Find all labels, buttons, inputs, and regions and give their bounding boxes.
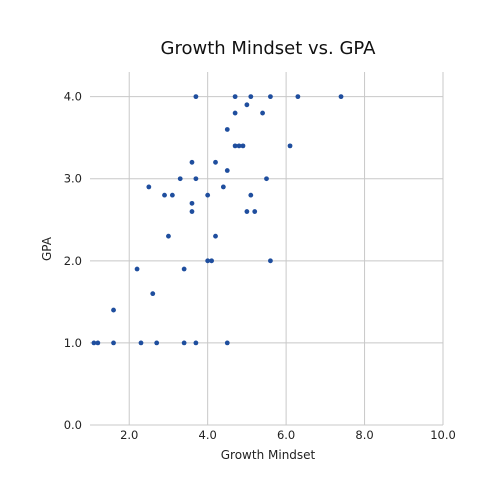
scatter-point bbox=[150, 291, 156, 297]
x-tick-label: 2.0 bbox=[120, 428, 138, 442]
scatter-point bbox=[111, 340, 116, 346]
scatter-point bbox=[232, 94, 238, 100]
scatter-point bbox=[166, 233, 171, 239]
scatter-point bbox=[209, 258, 214, 264]
scatter-point bbox=[287, 143, 293, 149]
x-tick-label: 8.0 bbox=[355, 428, 373, 442]
scatter-point bbox=[268, 94, 273, 100]
scatter-point bbox=[213, 159, 218, 165]
scatter-point bbox=[295, 94, 301, 100]
scatter-point bbox=[248, 94, 254, 100]
y-tick-label: 3.0 bbox=[64, 172, 82, 186]
scatter-point bbox=[193, 176, 199, 182]
scatter-point bbox=[232, 110, 238, 116]
scatter-point bbox=[189, 159, 195, 165]
scatter-point bbox=[224, 168, 230, 173]
y-tick-label: 4.0 bbox=[64, 90, 82, 104]
scatter-point bbox=[154, 340, 160, 346]
scatter-point bbox=[91, 340, 97, 346]
scatter-point bbox=[146, 184, 152, 190]
scatter-point bbox=[189, 200, 195, 206]
scatter-point bbox=[248, 192, 254, 198]
x-tick-label: 10.0 bbox=[430, 428, 456, 442]
scatter-point bbox=[268, 258, 273, 264]
scatter-point bbox=[213, 233, 218, 239]
scatter-point bbox=[264, 176, 269, 182]
x-tick-label: 6.0 bbox=[277, 428, 295, 442]
scatter-point bbox=[169, 192, 175, 198]
scatter-point bbox=[224, 340, 230, 346]
scatter-point bbox=[181, 340, 187, 346]
x-tick-label: 4.0 bbox=[199, 428, 217, 442]
scatter-point bbox=[244, 102, 250, 108]
scatter-point bbox=[193, 340, 199, 346]
scatter-point bbox=[134, 266, 140, 272]
x-axis-label: Growth Mindset bbox=[221, 448, 316, 462]
scatter-point bbox=[224, 127, 230, 132]
y-axis-label: GPA bbox=[40, 236, 54, 261]
scatter-point bbox=[138, 340, 144, 346]
scatter-point bbox=[338, 94, 344, 100]
scatter-point bbox=[95, 340, 101, 346]
scatter-point bbox=[236, 143, 242, 149]
scatter-point bbox=[177, 176, 183, 182]
scatter-point bbox=[244, 209, 250, 214]
y-tick-label: 1.0 bbox=[64, 336, 82, 350]
scatter-point bbox=[205, 258, 211, 264]
scatter-point bbox=[232, 143, 238, 149]
tick-labels: 2.0 4.0 6.0 8.0 10.0 0.0 1.0 2.0 3.0 4.0 bbox=[64, 90, 456, 442]
scatter-point bbox=[220, 184, 226, 190]
grid-layer bbox=[90, 72, 444, 425]
scatter-point bbox=[260, 110, 265, 116]
scatter-point bbox=[240, 143, 246, 149]
scatter-point bbox=[111, 307, 116, 313]
y-tick-label: 2.0 bbox=[64, 254, 82, 268]
data-points bbox=[91, 94, 344, 346]
scatter-point bbox=[189, 209, 195, 214]
scatter-point bbox=[205, 192, 211, 198]
y-tick-label: 0.0 bbox=[64, 418, 82, 432]
scatter-point bbox=[181, 266, 187, 272]
scatter-point bbox=[193, 94, 199, 100]
chart-title: Growth Mindset vs. GPA bbox=[161, 38, 377, 59]
scatter-point bbox=[252, 209, 258, 214]
scatter-point bbox=[162, 192, 167, 198]
